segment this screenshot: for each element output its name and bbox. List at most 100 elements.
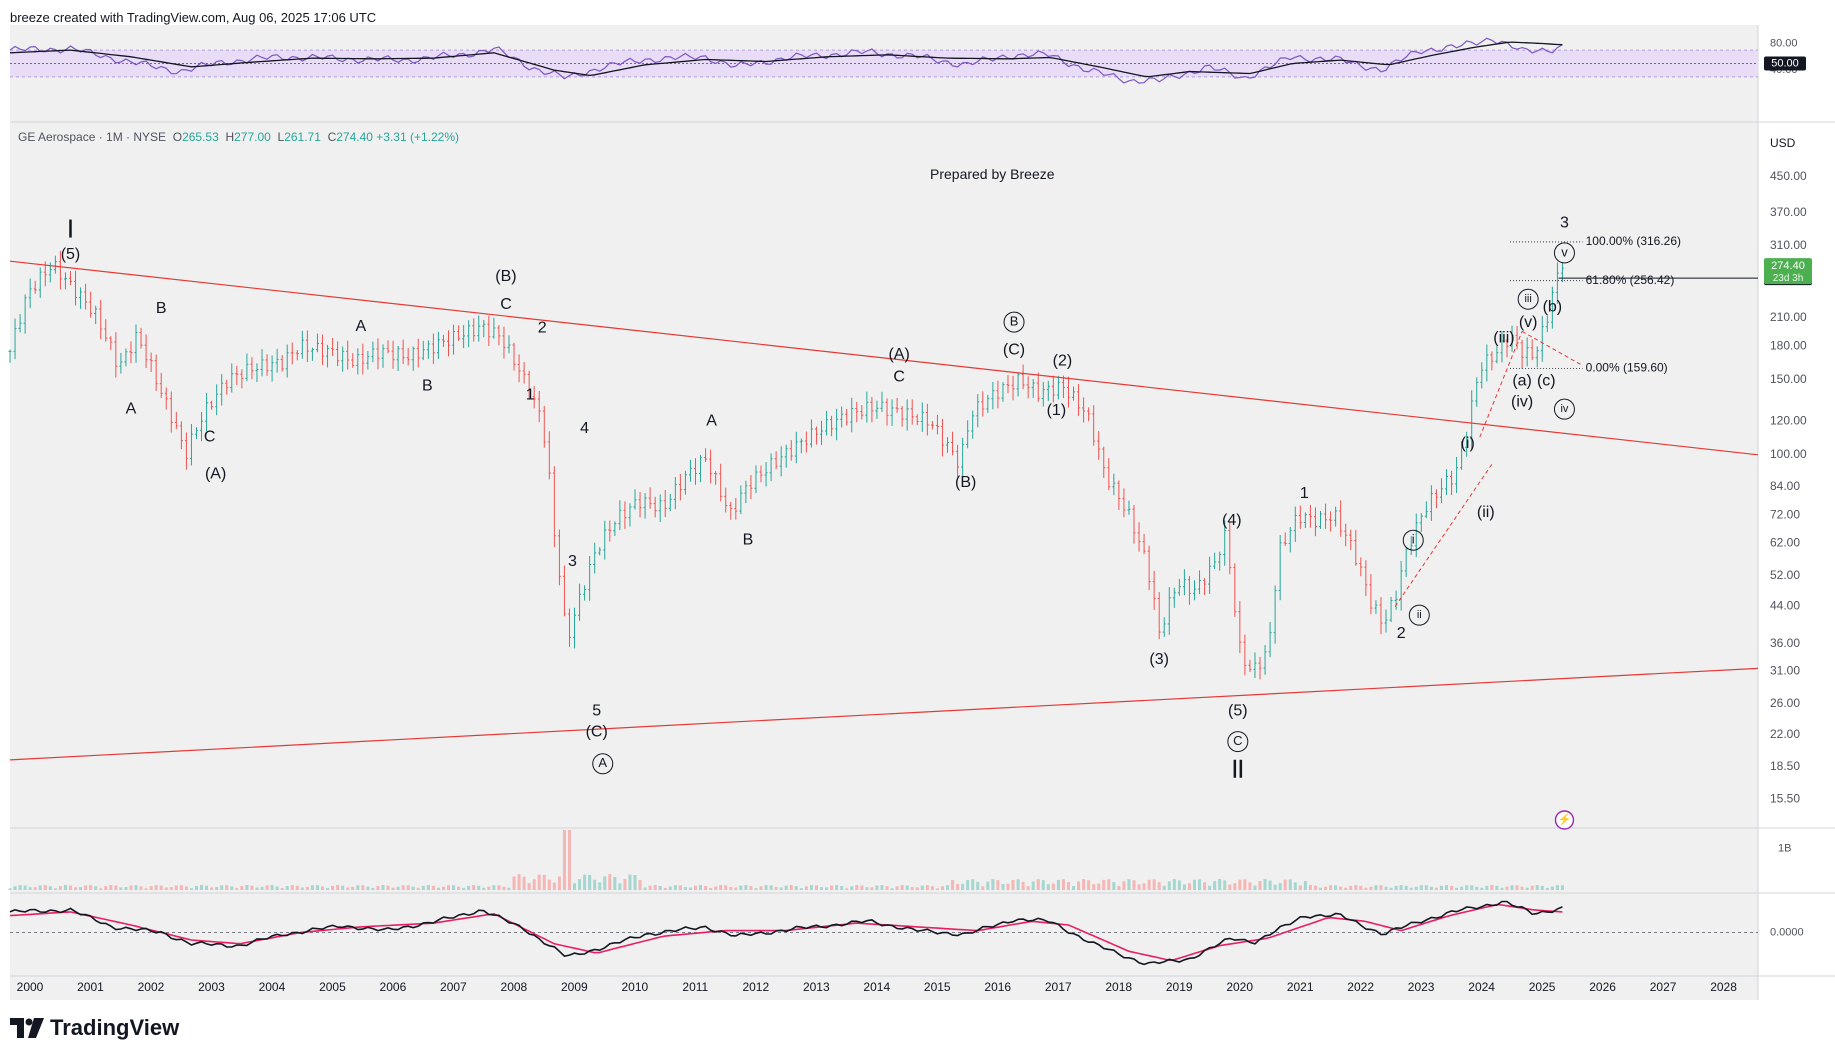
wave-label: C xyxy=(1233,733,1242,748)
volume-bar xyxy=(326,887,330,890)
wave-label-circle xyxy=(1553,242,1575,264)
tradingview-logo-icon xyxy=(10,1018,44,1038)
volume-bar xyxy=(1072,886,1076,890)
volume-bar xyxy=(794,886,798,890)
volume-bar xyxy=(1137,884,1141,890)
volume-bar xyxy=(1354,885,1358,890)
replay-lightning-icon[interactable] xyxy=(1554,810,1575,830)
volume-bar xyxy=(522,876,526,890)
volume-bar xyxy=(396,886,400,890)
volume-bar xyxy=(315,885,319,890)
currency-label[interactable]: USD xyxy=(1770,136,1796,150)
volume-bar xyxy=(421,885,425,890)
wave-label: iv xyxy=(1560,403,1568,415)
volume-bar xyxy=(1147,879,1151,890)
volume-bar xyxy=(79,887,83,890)
volume-bar xyxy=(1339,886,1343,890)
volume-bar xyxy=(74,887,78,890)
volume-bar xyxy=(1208,885,1212,890)
volume-bar xyxy=(557,876,561,890)
wave-label: (5) xyxy=(1228,702,1248,719)
volume-bar xyxy=(1308,885,1312,890)
volume-bar xyxy=(1540,885,1544,890)
wave-projection-line xyxy=(1521,330,1583,367)
change-value: +3.31 (+1.22%) xyxy=(376,130,460,144)
volume-bar xyxy=(754,888,758,890)
volume-bar xyxy=(552,882,556,890)
brand-name: TradingView xyxy=(50,1015,180,1040)
volume-bar xyxy=(1444,885,1449,890)
volume-bar xyxy=(53,888,57,890)
volume-bar xyxy=(996,880,1000,890)
date-axis-tick: 2007 xyxy=(440,980,467,994)
price-axis-tick: 31.00 xyxy=(1770,663,1800,677)
volume-bar xyxy=(673,885,677,890)
wave-label: (iv) xyxy=(1511,393,1533,410)
wave-label: C xyxy=(204,428,216,445)
volume-bar xyxy=(663,887,667,890)
wave-label: 1 xyxy=(526,386,535,403)
volume-bar xyxy=(467,885,471,890)
wave-label: A xyxy=(598,755,607,770)
wave-label: (2) xyxy=(1053,352,1073,369)
volume-bar xyxy=(220,885,224,890)
wave-label: (C) xyxy=(586,723,608,740)
volume-bar xyxy=(1041,880,1045,890)
volume-bar xyxy=(1515,885,1519,890)
volume-bar xyxy=(613,876,617,890)
tradingview-logo[interactable]: TradingView xyxy=(10,1015,179,1041)
low-label: L xyxy=(277,130,285,144)
volume-bar xyxy=(401,885,405,890)
volume-bar xyxy=(18,885,22,890)
volume-bar xyxy=(1520,886,1524,890)
volume-bar xyxy=(966,880,970,890)
volume-bar xyxy=(1187,883,1191,890)
volume-bar xyxy=(1016,879,1020,890)
volume-bar xyxy=(89,885,93,890)
volume-bar xyxy=(1001,883,1005,890)
price-axis-tick: 62.00 xyxy=(1770,535,1800,549)
volume-bar xyxy=(310,885,314,890)
volume-bar xyxy=(855,885,859,890)
volume-bar xyxy=(1177,880,1181,890)
date-axis-tick: 2022 xyxy=(1347,980,1374,994)
date-axis-tick: 2000 xyxy=(17,980,44,994)
date-axis-tick: 2026 xyxy=(1589,980,1616,994)
volume-bar xyxy=(139,886,143,890)
volume-bar xyxy=(416,887,420,890)
volume-bar xyxy=(134,885,138,890)
volume-bar xyxy=(194,886,199,890)
volume-bar xyxy=(693,885,698,890)
open-label: O xyxy=(172,130,183,144)
volume-bar xyxy=(164,887,168,890)
volume-bar xyxy=(341,885,345,890)
volume-bar xyxy=(1092,884,1096,890)
volume-bar xyxy=(1409,887,1413,890)
volume-bar xyxy=(1172,879,1176,890)
volume-bar xyxy=(356,885,360,890)
volume-bar xyxy=(1203,882,1207,890)
volume-bar xyxy=(875,885,879,890)
rsi-axis-tick: 80.00 xyxy=(1770,37,1798,49)
volume-bar xyxy=(1455,887,1459,890)
volume-bar xyxy=(300,887,304,890)
price-axis-tick: 44.00 xyxy=(1770,599,1800,613)
price-axis-tick: 120.00 xyxy=(1770,413,1807,427)
volume-bar xyxy=(1127,879,1131,890)
volume-bar xyxy=(184,886,188,890)
volume-bar xyxy=(245,885,249,890)
volume-bar xyxy=(895,886,899,890)
wave-label: (3) xyxy=(1149,651,1169,668)
volume-bar xyxy=(1318,887,1323,890)
volume-bar xyxy=(1500,887,1504,890)
volume-bar xyxy=(320,886,325,890)
price-axis-tick: 84.00 xyxy=(1770,479,1800,493)
volume-bar xyxy=(270,885,274,890)
volume-bar xyxy=(653,885,657,890)
volume-bar xyxy=(1555,885,1559,890)
volume-bar xyxy=(411,886,415,890)
wave-projection-line xyxy=(1479,331,1523,438)
volume-bar xyxy=(835,885,839,890)
macd-axis-tick: 0.0000 xyxy=(1770,926,1804,938)
